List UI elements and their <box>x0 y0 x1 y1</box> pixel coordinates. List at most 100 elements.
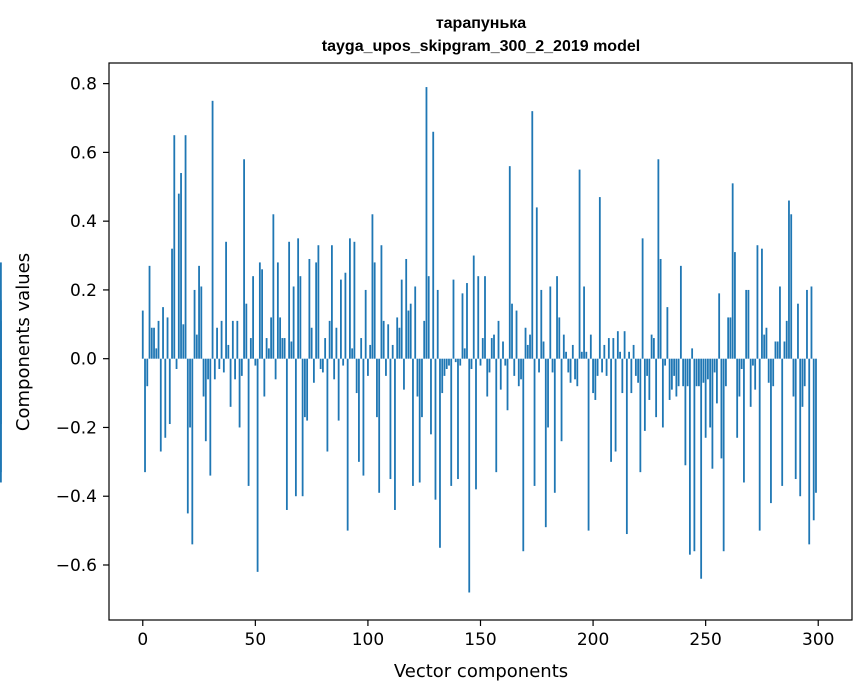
bar-223 <box>643 358 646 431</box>
bar-199 <box>589 334 592 359</box>
bar-113 <box>396 317 399 359</box>
bar-293 <box>801 358 804 407</box>
y-tick-label: 0.4 <box>70 212 97 232</box>
bar-183 <box>553 358 556 493</box>
bar-174 <box>533 358 536 486</box>
y-tick-label: −0.4 <box>56 487 97 507</box>
bar-252 <box>709 358 712 428</box>
bar-218 <box>632 344 635 359</box>
bar-154 <box>488 358 491 373</box>
bar-112 <box>394 358 396 510</box>
bar-145 <box>468 358 471 593</box>
bar-167 <box>517 358 520 387</box>
bar-276 <box>763 334 766 359</box>
bar-236 <box>673 358 676 376</box>
bar-299 <box>815 358 817 493</box>
bar-129 <box>432 131 435 359</box>
bar-274 <box>758 358 761 531</box>
bar-150 <box>479 358 482 366</box>
bar-228 <box>655 358 658 418</box>
bar-119 <box>409 303 412 359</box>
bar-244 <box>691 348 694 359</box>
bar-275 <box>761 248 763 359</box>
bar-238 <box>677 358 680 387</box>
bar-31 <box>211 100 214 359</box>
bar-48 <box>249 338 252 359</box>
bar-127 <box>427 276 430 359</box>
bar-136 <box>448 358 450 366</box>
y-tick-label: −0.6 <box>56 556 97 576</box>
bar-212 <box>619 351 621 359</box>
bar-170 <box>524 327 527 359</box>
bar-124 <box>421 358 423 418</box>
bar-27 <box>202 358 205 397</box>
bar-116 <box>403 358 405 390</box>
bar-undefined <box>0 358 2 483</box>
bar-161 <box>504 358 507 366</box>
bar-99 <box>364 289 367 359</box>
bar-10 <box>164 358 167 438</box>
bar-190 <box>569 358 572 383</box>
bar-102 <box>371 214 374 359</box>
bar-231 <box>661 358 664 428</box>
bar-255 <box>716 358 718 404</box>
bar-278 <box>767 358 770 383</box>
bar-46 <box>245 303 248 359</box>
bar-239 <box>679 265 682 359</box>
bar-141 <box>459 358 462 366</box>
bar-4 <box>150 327 153 359</box>
bar-41 <box>234 358 236 380</box>
bar-61 <box>279 317 282 359</box>
bar-152 <box>484 276 486 359</box>
bar-163 <box>508 166 511 359</box>
bar-35 <box>220 320 223 359</box>
bar-179 <box>544 358 547 528</box>
bar-222 <box>641 238 644 359</box>
bar-63 <box>283 338 286 359</box>
bar-86 <box>335 327 338 359</box>
bar-173 <box>531 111 534 359</box>
bar-96 <box>358 358 360 462</box>
bar-107 <box>382 320 385 359</box>
bar-188 <box>565 351 567 359</box>
bar-98 <box>362 358 365 476</box>
y-axis-ticks: −0.6 −0.4 −0.2 0.0 0.2 0.4 0.6 0.8 <box>56 75 109 576</box>
bar-56 <box>267 348 270 359</box>
bar-224 <box>646 358 649 376</box>
bar-153 <box>486 358 489 397</box>
bar-142 <box>461 293 464 359</box>
bar-219 <box>634 358 637 376</box>
bar-230 <box>659 258 662 359</box>
bar-214 <box>623 331 626 359</box>
bar-84 <box>331 245 333 359</box>
bar-34 <box>218 358 221 369</box>
bar-70 <box>299 276 302 359</box>
bar-225 <box>648 358 651 400</box>
bar-16 <box>177 193 180 359</box>
bar-13 <box>171 248 173 359</box>
y-tick-label: 0.8 <box>70 75 97 95</box>
bar-265 <box>738 358 741 397</box>
bar-54 <box>263 358 266 397</box>
bar-229 <box>657 159 660 359</box>
bar-180 <box>547 358 549 428</box>
x-tick-label: 150 <box>464 630 496 650</box>
bar-62 <box>281 338 284 359</box>
bar-66 <box>290 341 293 359</box>
bar-235 <box>670 358 673 390</box>
bar-193 <box>576 358 579 387</box>
bar-148 <box>475 358 477 490</box>
bar-40 <box>231 320 234 359</box>
bar-25 <box>198 265 200 359</box>
x-axis-label: Vector components <box>394 661 568 682</box>
bar-296 <box>808 358 811 545</box>
bar-85 <box>333 358 336 380</box>
bar-241 <box>684 358 687 466</box>
bar-237 <box>675 358 678 397</box>
bar-289 <box>792 358 795 397</box>
bar-8 <box>159 358 162 452</box>
bar-114 <box>398 327 401 359</box>
bar-191 <box>571 344 574 359</box>
y-axis-label: Components values <box>13 253 34 431</box>
